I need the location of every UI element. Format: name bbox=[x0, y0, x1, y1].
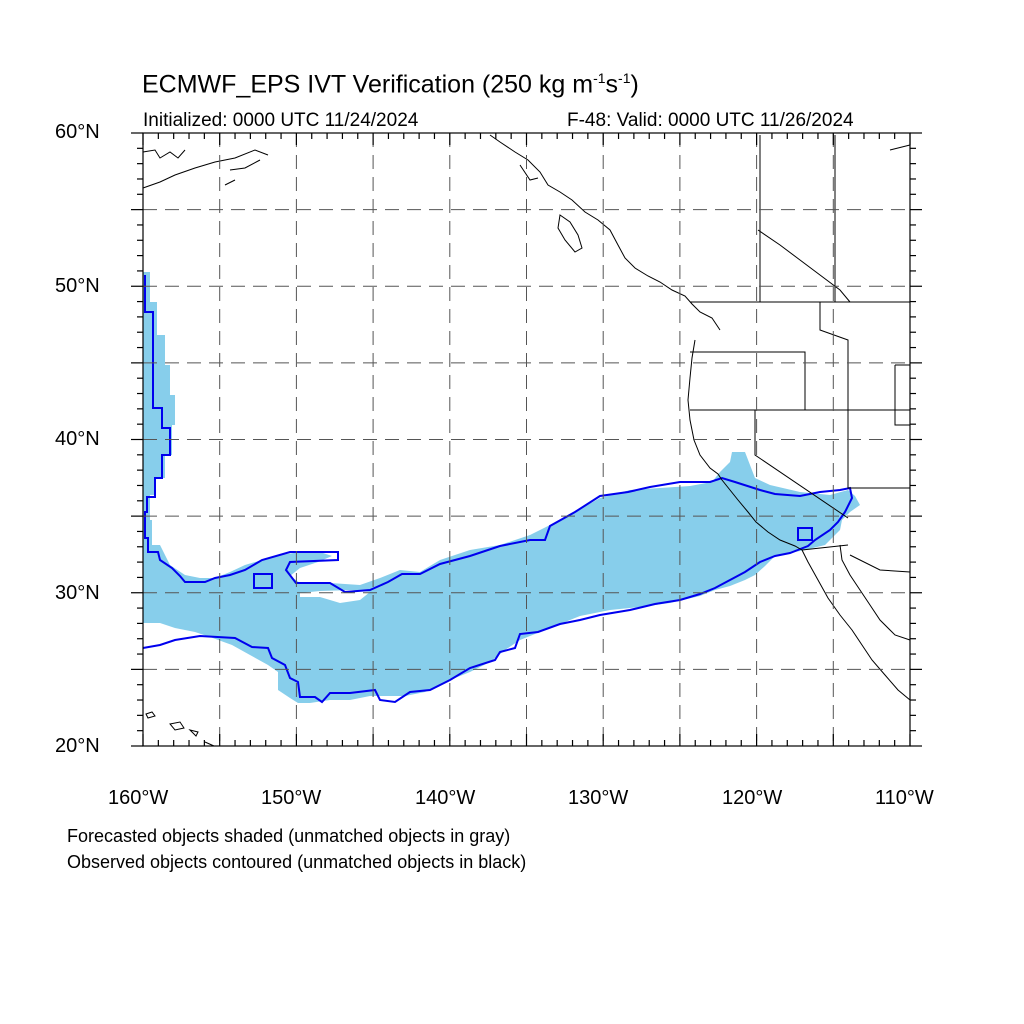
lon-label-130w: 130°W bbox=[568, 787, 629, 809]
lat-label-20n: 20°N bbox=[55, 735, 100, 757]
title-text: ECMWF_EPS IVT Verification (250 kg m bbox=[142, 70, 594, 99]
us-west-coast bbox=[687, 339, 803, 551]
title-close: ) bbox=[630, 70, 639, 99]
canada-us-inland bbox=[759, 135, 911, 302]
lat-label-60n: 60°N bbox=[55, 121, 100, 143]
lon-label-150w: 150°W bbox=[261, 787, 322, 809]
lon-label-160w: 160°W bbox=[108, 787, 169, 809]
observed-note: Observed objects contoured (unmatched ob… bbox=[67, 852, 527, 872]
observed-contour-hole-1 bbox=[253, 573, 273, 589]
figure-title: ECMWF_EPS IVT Verification (250 kg m-1s-… bbox=[142, 70, 639, 99]
observed-contour-west-band bbox=[142, 275, 854, 704]
lat-label-30n: 30°N bbox=[55, 582, 100, 604]
title-exponent-2: -1 bbox=[618, 70, 631, 86]
initialized-label: Initialized: 0000 UTC 11/24/2024 bbox=[143, 110, 419, 131]
valid-time-label: F-48: Valid: 0000 UTC 11/26/2024 bbox=[567, 110, 854, 131]
lat-lon-grid bbox=[143, 133, 910, 746]
map-frame bbox=[131, 132, 922, 747]
forecast-note: Forecasted objects shaded (unmatched obj… bbox=[67, 826, 511, 846]
coastlines-borders bbox=[142, 134, 911, 747]
hawaii-islands bbox=[145, 711, 215, 747]
title-text-s: s bbox=[605, 70, 619, 99]
observed-objects bbox=[142, 275, 854, 704]
lon-label-140w: 140°W bbox=[415, 787, 476, 809]
lon-label-120w: 120°W bbox=[722, 787, 783, 809]
baja-coast bbox=[801, 544, 911, 701]
lon-label-110w: 110°W bbox=[875, 787, 934, 809]
lat-label-40n: 40°N bbox=[55, 428, 100, 450]
alaska-coast bbox=[142, 149, 269, 189]
observed-contour-hole-2 bbox=[797, 527, 813, 541]
state-borders bbox=[690, 229, 911, 573]
title-exponent-1: -1 bbox=[593, 70, 606, 86]
bc-coast bbox=[489, 134, 721, 331]
lat-label-50n: 50°N bbox=[55, 275, 100, 297]
